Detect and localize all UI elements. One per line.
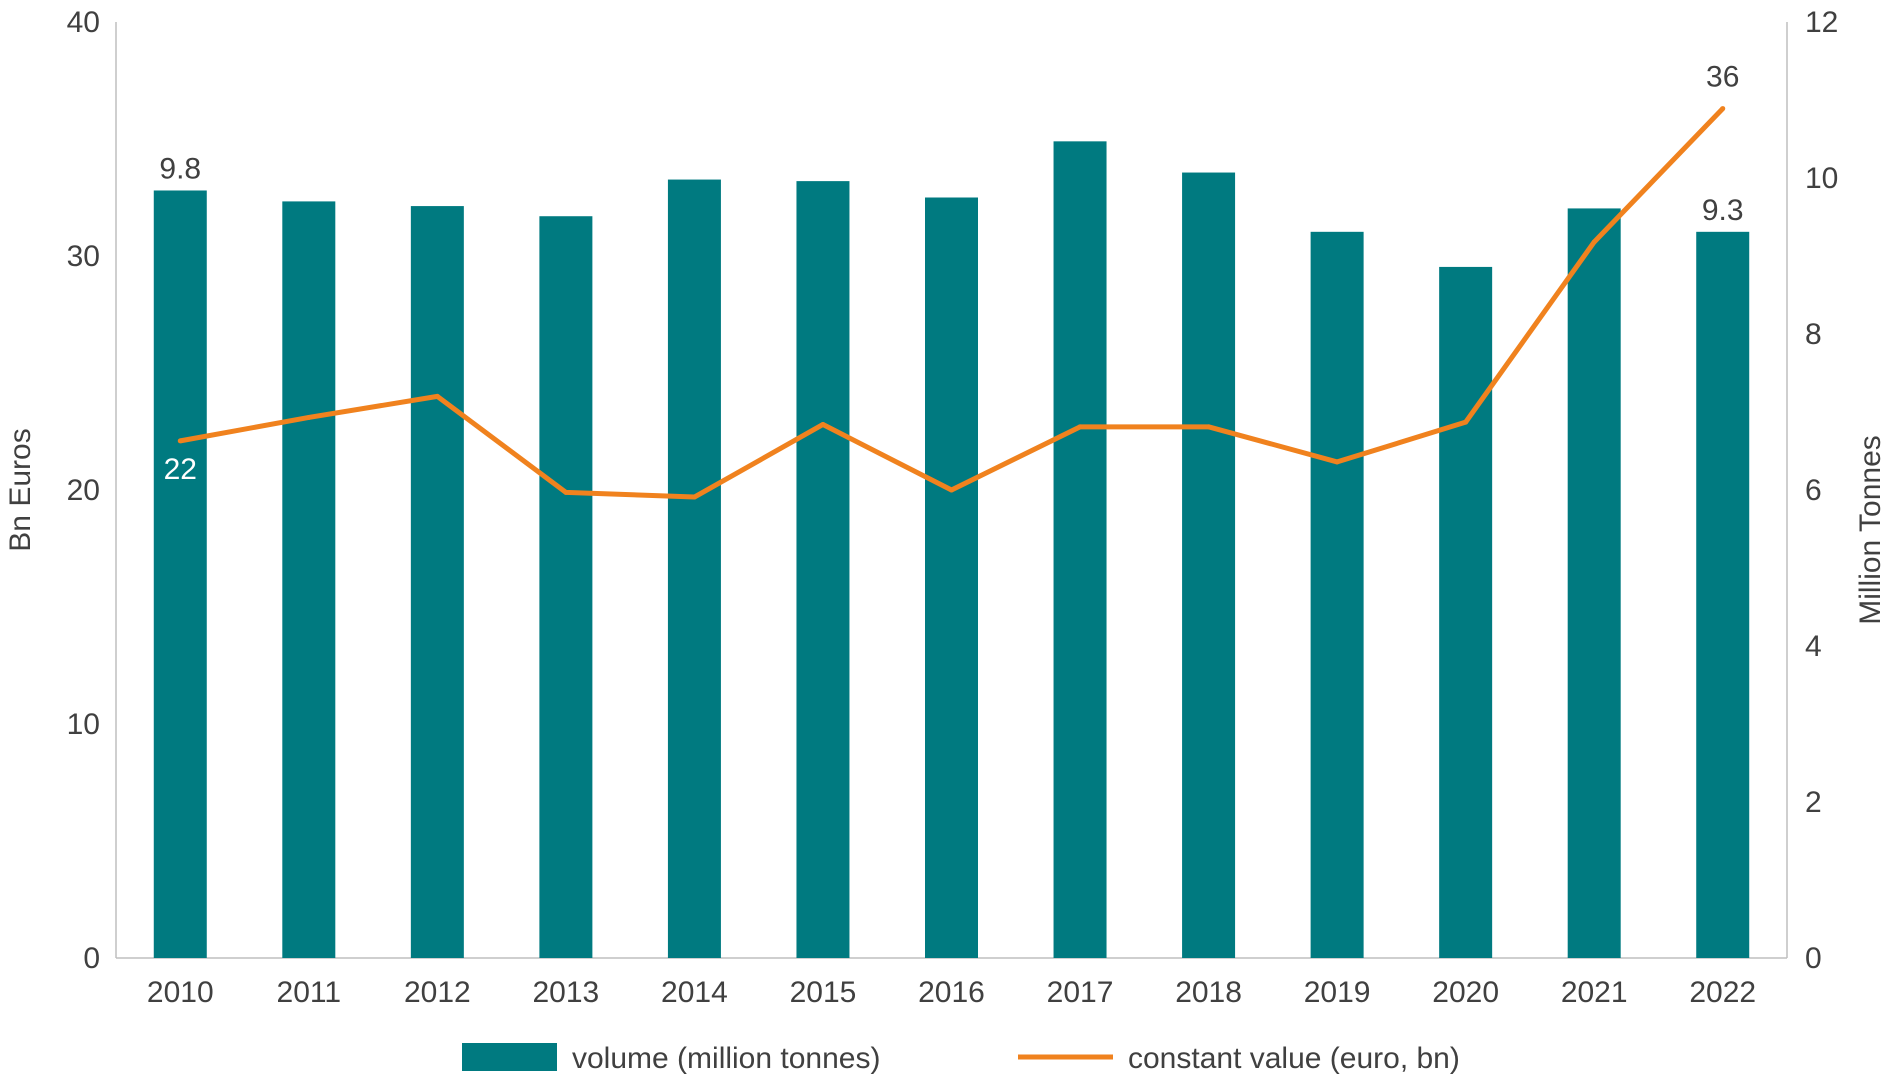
left-tick-label: 40 [67, 6, 100, 39]
left-tick-label: 20 [67, 474, 100, 507]
x-tick-label: 2017 [1047, 976, 1114, 1009]
line-point-2022 [1720, 106, 1726, 112]
left-tick-label: 0 [83, 942, 100, 975]
data-label: 9.8 [159, 152, 201, 185]
line-point-2012 [434, 393, 440, 399]
volume-bar-2020 [1439, 266, 1493, 958]
volume-bar-2016 [925, 197, 978, 958]
left-tick-label: 30 [67, 240, 100, 273]
data-label: 9.3 [1702, 194, 1744, 227]
right-tick-label: 10 [1805, 162, 1838, 195]
right-axis-title: Million Tonnes [1854, 435, 1887, 625]
x-tick-label: 2015 [790, 976, 857, 1009]
line-point-2017 [1077, 424, 1083, 430]
x-tick-label: 2022 [1689, 976, 1756, 1009]
right-tick-label: 6 [1805, 474, 1822, 507]
x-tick-label: 2021 [1561, 976, 1628, 1009]
volume-bar-2012 [410, 206, 464, 958]
x-tick-label: 2014 [661, 976, 728, 1009]
line-point-2010 [177, 438, 183, 444]
legend-label-volume: volume (million tonnes) [572, 1042, 880, 1075]
line-point-2018 [1206, 424, 1212, 430]
legend-swatch-volume [462, 1043, 557, 1071]
right-tick-label: 4 [1805, 630, 1822, 663]
volume-bar-2015 [796, 181, 850, 958]
left-tick-label: 10 [67, 708, 100, 741]
x-tick-label: 2013 [533, 976, 600, 1009]
right-tick-label: 12 [1805, 6, 1838, 39]
volume-bar-2018 [1182, 172, 1236, 959]
volume-bar-2021 [1567, 208, 1621, 959]
data-label: 22 [164, 453, 197, 486]
x-tick-label: 2019 [1304, 976, 1371, 1009]
right-tick-label: 2 [1805, 786, 1822, 819]
volume-bar-2013 [539, 216, 593, 959]
right-tick-label: 8 [1805, 318, 1822, 351]
x-tick-label: 2012 [404, 976, 471, 1009]
volume-bar-2010 [153, 190, 207, 959]
x-tick-label: 2016 [918, 976, 985, 1009]
line-point-2021 [1591, 239, 1597, 245]
volume-bar-2014 [667, 179, 721, 958]
line-point-2011 [306, 414, 312, 420]
line-point-2015 [820, 421, 826, 427]
line-point-2019 [1334, 459, 1340, 465]
data-label: 36 [1706, 61, 1739, 94]
volume-bar-2017 [1053, 141, 1107, 959]
left-axis-title: Bn Euros [4, 428, 37, 551]
volume-bar-2019 [1310, 231, 1364, 958]
line-point-2016 [949, 487, 954, 493]
line-point-2013 [563, 489, 569, 495]
x-tick-label: 2011 [277, 976, 342, 1009]
x-tick-label: 2020 [1432, 976, 1499, 1009]
volume-bar-2011 [282, 201, 336, 958]
line-point-2020 [1463, 419, 1469, 425]
volume-bar-2022 [1696, 231, 1750, 958]
line-point-2014 [691, 494, 697, 500]
legend-label-constant-value: constant value (euro, bn) [1128, 1042, 1460, 1075]
x-tick-label: 2018 [1175, 976, 1242, 1009]
x-tick-label: 2010 [147, 976, 214, 1009]
right-tick-label: 0 [1805, 942, 1822, 975]
